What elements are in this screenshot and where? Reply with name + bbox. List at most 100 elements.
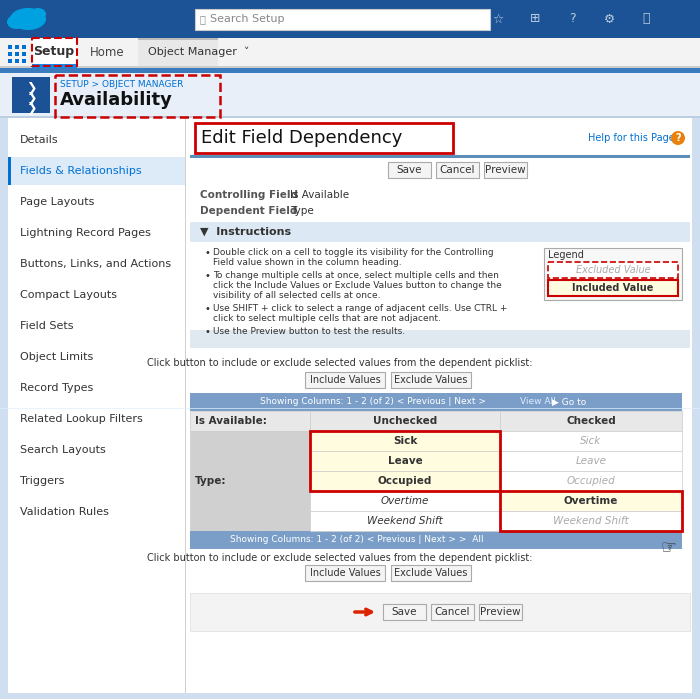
- Text: Cancel: Cancel: [440, 165, 475, 175]
- Bar: [500, 511, 682, 531]
- Text: Is Available:: Is Available:: [195, 416, 267, 426]
- Bar: [305, 565, 385, 581]
- Text: Home: Home: [90, 45, 125, 59]
- Text: Type:: Type:: [195, 476, 227, 486]
- Text: •: •: [205, 271, 211, 281]
- Bar: [12, 77, 50, 113]
- Text: Occupied: Occupied: [566, 476, 615, 486]
- Bar: [190, 431, 310, 531]
- Bar: [310, 471, 500, 491]
- Text: Save: Save: [392, 607, 417, 617]
- Bar: [190, 593, 690, 631]
- Text: Availability: Availability: [60, 91, 173, 109]
- Bar: [8, 118, 692, 693]
- Text: Details: Details: [20, 135, 59, 145]
- Text: Compact Layouts: Compact Layouts: [20, 290, 117, 300]
- Text: Weekend Shift: Weekend Shift: [553, 516, 629, 526]
- Text: 🔍: 🔍: [200, 15, 206, 24]
- Bar: [190, 155, 690, 158]
- Bar: [8, 52, 12, 56]
- Text: Validation Rules: Validation Rules: [20, 507, 109, 517]
- Bar: [190, 222, 690, 242]
- Bar: [391, 372, 471, 388]
- Bar: [310, 451, 500, 471]
- Bar: [500, 411, 682, 431]
- Bar: [185, 118, 186, 693]
- Bar: [0, 66, 700, 68]
- Circle shape: [671, 131, 685, 145]
- Bar: [138, 38, 218, 66]
- Bar: [195, 123, 453, 153]
- Text: ❯: ❯: [26, 92, 36, 105]
- Text: Search Layouts: Search Layouts: [20, 445, 106, 455]
- Bar: [310, 511, 500, 531]
- Text: Fields & Relationships: Fields & Relationships: [20, 166, 141, 176]
- Text: View All: View All: [520, 398, 556, 407]
- Bar: [15, 45, 19, 49]
- Text: •: •: [205, 304, 211, 314]
- Text: Include Values: Include Values: [309, 568, 380, 578]
- Text: Click button to include or exclude selected values from the dependent picklist:: Click button to include or exclude selec…: [147, 358, 533, 368]
- Text: Preview: Preview: [480, 607, 521, 617]
- Bar: [190, 531, 682, 549]
- Text: Use SHIFT + click to select a range of adjacent cells. Use CTRL +: Use SHIFT + click to select a range of a…: [213, 304, 508, 313]
- Text: ⚙: ⚙: [603, 13, 615, 25]
- Text: Sick: Sick: [393, 436, 417, 446]
- Text: Exclude Values: Exclude Values: [394, 568, 468, 578]
- Bar: [0, 0, 700, 38]
- Bar: [548, 280, 678, 296]
- Bar: [8, 59, 12, 63]
- Text: SETUP > OBJECT MANAGER: SETUP > OBJECT MANAGER: [60, 80, 183, 89]
- Text: Setup: Setup: [34, 45, 75, 59]
- Text: Preview: Preview: [485, 165, 526, 175]
- Bar: [195, 9, 490, 30]
- Bar: [15, 59, 19, 63]
- Text: Is Available: Is Available: [290, 190, 349, 200]
- Bar: [22, 52, 26, 56]
- Ellipse shape: [7, 15, 25, 29]
- Text: Dependent Field: Dependent Field: [200, 206, 298, 216]
- Bar: [391, 565, 471, 581]
- Text: Record Types: Record Types: [20, 383, 93, 393]
- Text: Page Layouts: Page Layouts: [20, 197, 94, 207]
- Bar: [544, 248, 682, 300]
- Bar: [8, 157, 185, 185]
- Text: Include Values: Include Values: [309, 375, 380, 385]
- Text: Leave: Leave: [575, 456, 606, 466]
- Text: Checked: Checked: [566, 416, 616, 426]
- Text: Sick: Sick: [580, 436, 601, 446]
- Text: ☞: ☞: [661, 538, 677, 556]
- Bar: [0, 68, 700, 73]
- Text: Showing Columns: 1 - 2 (of 2) < Previous | Next > >  All: Showing Columns: 1 - 2 (of 2) < Previous…: [230, 535, 484, 545]
- Bar: [500, 491, 682, 511]
- Text: Exclude Values: Exclude Values: [394, 375, 468, 385]
- Bar: [15, 52, 19, 56]
- Text: Leave: Leave: [388, 456, 422, 466]
- Bar: [500, 431, 682, 451]
- Text: 👤: 👤: [643, 13, 650, 25]
- Bar: [55, 75, 220, 117]
- Bar: [0, 38, 700, 68]
- Text: Legend: Legend: [548, 250, 584, 260]
- Text: Edit Field Dependency: Edit Field Dependency: [201, 129, 402, 147]
- Text: ❯: ❯: [26, 82, 36, 95]
- Text: visibility of all selected cells at once.: visibility of all selected cells at once…: [213, 291, 381, 300]
- Text: Overtime: Overtime: [381, 496, 429, 506]
- Bar: [8, 157, 11, 185]
- Text: Save: Save: [397, 165, 422, 175]
- Text: Showing Columns: 1 - 2 (of 2) < Previous | Next >: Showing Columns: 1 - 2 (of 2) < Previous…: [260, 398, 486, 407]
- Text: Included Value: Included Value: [573, 283, 654, 293]
- Bar: [310, 491, 500, 511]
- Bar: [22, 59, 26, 63]
- Text: Object Limits: Object Limits: [20, 352, 93, 362]
- Bar: [190, 411, 310, 431]
- Text: click the Include Values or Exclude Values button to change the: click the Include Values or Exclude Valu…: [213, 281, 502, 290]
- Text: ⊞: ⊞: [530, 13, 540, 25]
- Bar: [138, 38, 218, 40]
- Text: •: •: [205, 248, 211, 258]
- Ellipse shape: [30, 8, 46, 20]
- Bar: [8, 118, 185, 693]
- Text: ❯: ❯: [26, 102, 36, 115]
- Bar: [500, 451, 682, 471]
- Text: ☆: ☆: [492, 13, 503, 25]
